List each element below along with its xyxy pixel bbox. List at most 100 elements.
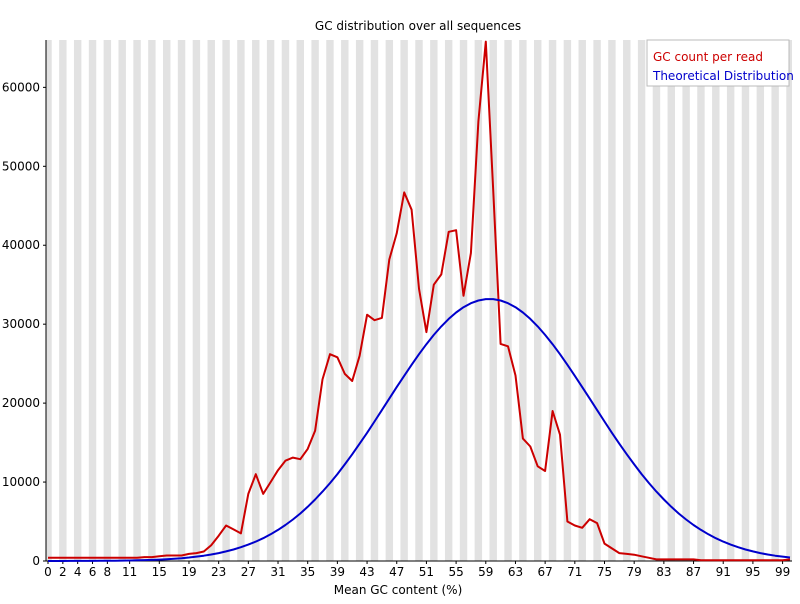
x-tick-label: 55	[448, 565, 463, 579]
grid-band	[712, 40, 720, 561]
series-line-theoretical	[48, 298, 791, 562]
grid-band	[444, 40, 453, 561]
y-tick-label: 60000	[2, 80, 40, 94]
grid-band	[771, 40, 779, 561]
grid-band	[519, 40, 527, 561]
grid-band	[534, 40, 542, 561]
y-tick-label: 50000	[2, 159, 40, 173]
x-tick-label: 31	[270, 565, 285, 579]
grid-band	[726, 40, 735, 561]
grid-band	[118, 40, 126, 561]
grid-band	[578, 40, 586, 561]
grid-band	[326, 40, 334, 561]
grid-band	[103, 40, 112, 561]
x-tick-label: 47	[389, 565, 404, 579]
grid-band	[46, 40, 52, 561]
grid-band	[311, 40, 319, 561]
grid-band	[222, 40, 230, 561]
y-tick-label: 10000	[2, 475, 40, 489]
legend: GC count per read Theoretical Distributi…	[646, 39, 794, 87]
x-axis-label: Mean GC content (%)	[334, 583, 463, 597]
x-tick-label: 8	[104, 565, 112, 579]
grid-band	[177, 40, 186, 561]
grid-band	[385, 40, 394, 561]
grid-band	[756, 40, 765, 561]
x-tick-label: 75	[597, 565, 612, 579]
grid-band	[163, 40, 171, 561]
grid-band	[252, 40, 260, 561]
grid-band	[341, 40, 349, 561]
grid-band	[637, 40, 646, 561]
x-tick-label: 95	[745, 565, 760, 579]
grid-band	[489, 40, 497, 561]
y-tick-label: 20000	[2, 396, 40, 410]
x-tick-label: 11	[122, 565, 137, 579]
x-tick-label: 51	[419, 565, 434, 579]
x-tick-label: 91	[716, 565, 731, 579]
grid-band	[786, 40, 792, 561]
grid-band	[459, 40, 468, 561]
x-tick-label: 15	[152, 565, 167, 579]
grid-band	[296, 40, 304, 561]
x-tick-label: 79	[627, 565, 642, 579]
x-tick-label: 23	[211, 565, 226, 579]
x-tick-label: 67	[537, 565, 552, 579]
x-tick-label: 35	[300, 565, 315, 579]
grid-band	[548, 40, 557, 561]
grid-band	[741, 40, 750, 561]
x-tick-label: 6	[89, 565, 97, 579]
grid-band	[430, 40, 438, 561]
grid-band	[192, 40, 201, 561]
grid-band	[652, 40, 661, 561]
legend-box	[646, 39, 790, 87]
x-tick-label: 59	[478, 565, 493, 579]
x-tick-label: 71	[567, 565, 582, 579]
grid-band	[207, 40, 215, 561]
grid-band	[400, 40, 408, 561]
grid-band	[148, 40, 156, 561]
grid-band	[608, 40, 616, 561]
grid-band	[563, 40, 572, 561]
axes	[45, 40, 792, 562]
x-tick-label: 87	[686, 565, 701, 579]
x-tick-label: 43	[359, 565, 374, 579]
x-tick-label: 99	[775, 565, 790, 579]
x-tick-label: 83	[656, 565, 671, 579]
x-tick-label: 39	[330, 565, 345, 579]
grid-band	[281, 40, 290, 561]
grid-band	[667, 40, 675, 561]
grid-band	[88, 40, 97, 561]
grid-band	[237, 40, 245, 561]
grid-band	[682, 40, 690, 561]
y-tick-label: 30000	[2, 317, 40, 331]
grid-band	[266, 40, 275, 561]
x-tick-label: 63	[508, 565, 523, 579]
grid-band	[593, 40, 601, 561]
chart-title: GC distribution over all sequences	[315, 19, 521, 33]
legend-label-theoretical: Theoretical Distribution	[652, 69, 794, 83]
grid-bands	[46, 40, 792, 561]
x-tick-label: 19	[181, 565, 196, 579]
grid-band	[355, 40, 364, 561]
y-axis-ticks: 0 10000 20000 30000 40000 50000 60000	[2, 80, 46, 568]
x-tick-label: 4	[74, 565, 82, 579]
x-axis-ticks: 0 2 4 6 8 11 15 19 23 27 31 35 39 43 47 51 55 59 63 67 71 75 7…	[44, 561, 790, 579]
grid-band	[370, 40, 379, 561]
legend-label-gc-count: GC count per read	[653, 50, 763, 64]
grid-band	[697, 40, 705, 561]
series-lines	[48, 40, 791, 562]
grid-band	[504, 40, 512, 561]
y-tick-label: 40000	[2, 238, 40, 252]
grid-band	[623, 40, 631, 561]
grid-band	[73, 40, 82, 561]
x-tick-label: 2	[59, 565, 67, 579]
x-tick-label: 27	[241, 565, 256, 579]
grid-band	[59, 40, 67, 561]
grid-band	[133, 40, 141, 561]
series-line-gc-count	[48, 40, 791, 562]
y-tick-label: 0	[32, 554, 40, 568]
grid-band	[415, 40, 423, 561]
x-tick-label: 0	[44, 565, 52, 579]
